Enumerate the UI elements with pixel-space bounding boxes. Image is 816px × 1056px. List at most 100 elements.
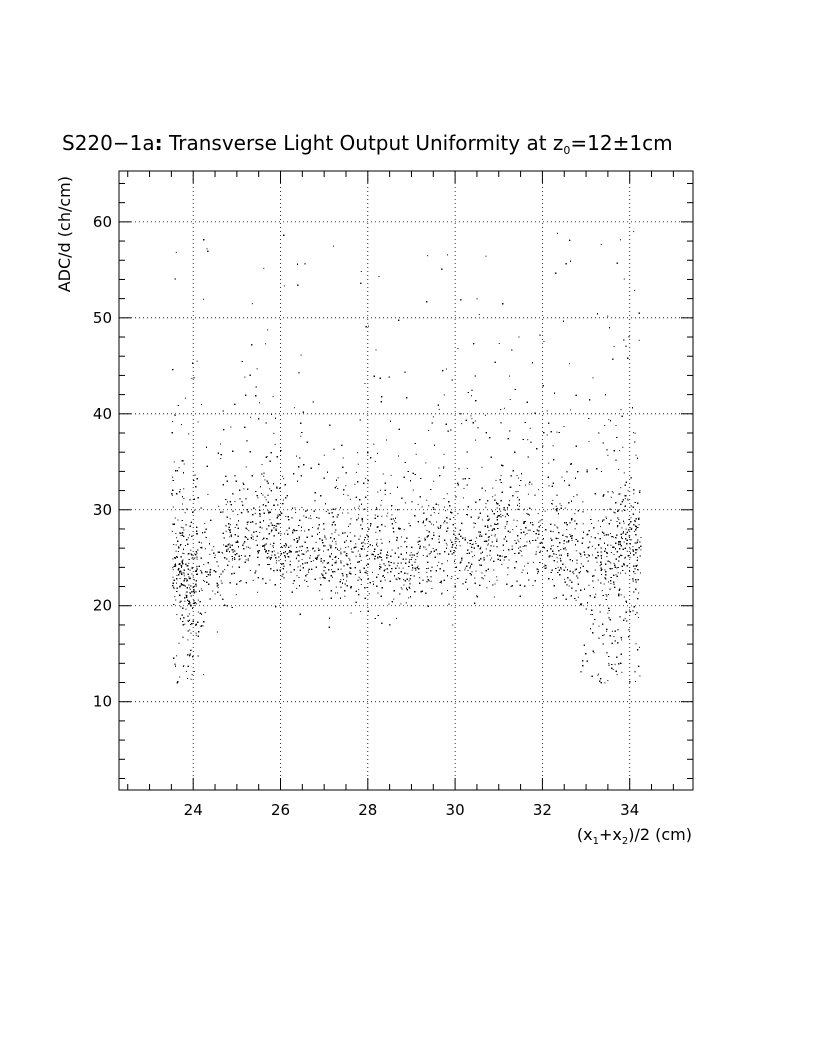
scatter-point (288, 551, 290, 553)
scatter-point (636, 564, 638, 566)
scatter-point (224, 569, 226, 571)
scatter-point (560, 568, 562, 570)
scatter-point (374, 514, 376, 516)
scatter-point (345, 540, 347, 542)
scatter-point (616, 674, 618, 676)
scatter-point (603, 583, 605, 585)
scatter-point (560, 505, 562, 507)
scatter-point (473, 526, 475, 528)
scatter-point (189, 593, 191, 595)
scatter-point (347, 546, 349, 548)
scatter-point (433, 480, 435, 482)
scatter-point (363, 567, 365, 569)
scatter-point (635, 454, 637, 456)
scatter-point (409, 588, 411, 589)
scatter-point (180, 606, 182, 608)
scatter-point (238, 559, 240, 561)
scatter-point (418, 537, 420, 538)
scatter-point (603, 519, 605, 521)
scatter-point (476, 298, 478, 300)
scatter-point (520, 550, 522, 552)
scatter-point (223, 544, 225, 546)
scatter-point (174, 517, 176, 519)
title-colon: : (155, 131, 163, 155)
scatter-point (238, 581, 240, 583)
scatter-point (267, 510, 269, 512)
scatter-point (524, 508, 525, 510)
scatter-point (220, 458, 222, 460)
scatter-point (424, 546, 426, 548)
scatter-point (206, 248, 208, 250)
scatter-point (525, 545, 527, 547)
scatter-point (176, 537, 178, 539)
scatter-point (231, 536, 232, 538)
scatter-point (579, 552, 581, 554)
scatter-point (359, 569, 361, 571)
scatter-point (591, 545, 593, 547)
scatter-point (252, 538, 254, 540)
scatter-point (607, 612, 609, 614)
scatter-point (176, 614, 178, 616)
scatter-point (600, 526, 601, 528)
scatter-point (349, 573, 351, 574)
scatter-point (532, 561, 534, 563)
scatter-point (560, 549, 562, 550)
scatter-point (620, 487, 622, 489)
scatter-point (433, 512, 435, 514)
scatter-point (249, 570, 251, 572)
scatter-point (623, 472, 625, 474)
scatter-point (185, 670, 187, 672)
scatter-point (183, 585, 185, 587)
scatter-point (475, 439, 476, 441)
scatter-point (280, 533, 282, 535)
scatter-point (637, 616, 639, 618)
scatter-point (346, 580, 348, 582)
scatter-point (438, 467, 440, 469)
scatter-point (216, 631, 218, 633)
scatter-point (195, 533, 197, 535)
scatter-point (360, 559, 362, 561)
scatter-point (327, 509, 329, 511)
scatter-point (620, 239, 621, 241)
scatter-point (282, 604, 284, 606)
scatter-point (463, 487, 465, 489)
scatter-point (175, 550, 177, 552)
scatter-point (374, 460, 376, 462)
scatter-point (220, 580, 222, 582)
scatter-point (283, 285, 285, 287)
scatter-point (428, 430, 430, 431)
scatter-point (575, 550, 577, 552)
scatter-point (285, 545, 287, 547)
scatter-point (182, 559, 184, 561)
scatter-point (289, 560, 291, 562)
scatter-point (574, 528, 576, 530)
scatter-point (183, 553, 185, 555)
scatter-point (445, 368, 447, 370)
scatter-point (446, 544, 448, 546)
scatter-point (363, 548, 365, 550)
scatter-point (618, 519, 620, 521)
scatter-point (262, 494, 264, 496)
scatter-point (337, 488, 339, 489)
scatter-point (222, 552, 224, 554)
scatter-point (173, 544, 175, 545)
scatter-point (437, 526, 439, 528)
scatter-point (200, 542, 202, 544)
scatter-point (487, 519, 489, 521)
scatter-point (186, 580, 188, 582)
scatter-point (282, 547, 284, 548)
scatter-point (634, 521, 636, 523)
scatter-point (183, 498, 185, 499)
scatter-point (229, 544, 231, 546)
scatter-point (592, 554, 594, 556)
scatter-point (540, 550, 542, 552)
scatter-point (225, 530, 227, 532)
plot-frame (118, 170, 694, 791)
scatter-point (462, 497, 464, 499)
scatter-point (512, 529, 514, 531)
scatter-point (200, 547, 202, 549)
scatter-point (324, 545, 326, 547)
scatter-point (347, 512, 349, 514)
scatter-point (355, 555, 357, 557)
scatter-point (304, 530, 306, 532)
